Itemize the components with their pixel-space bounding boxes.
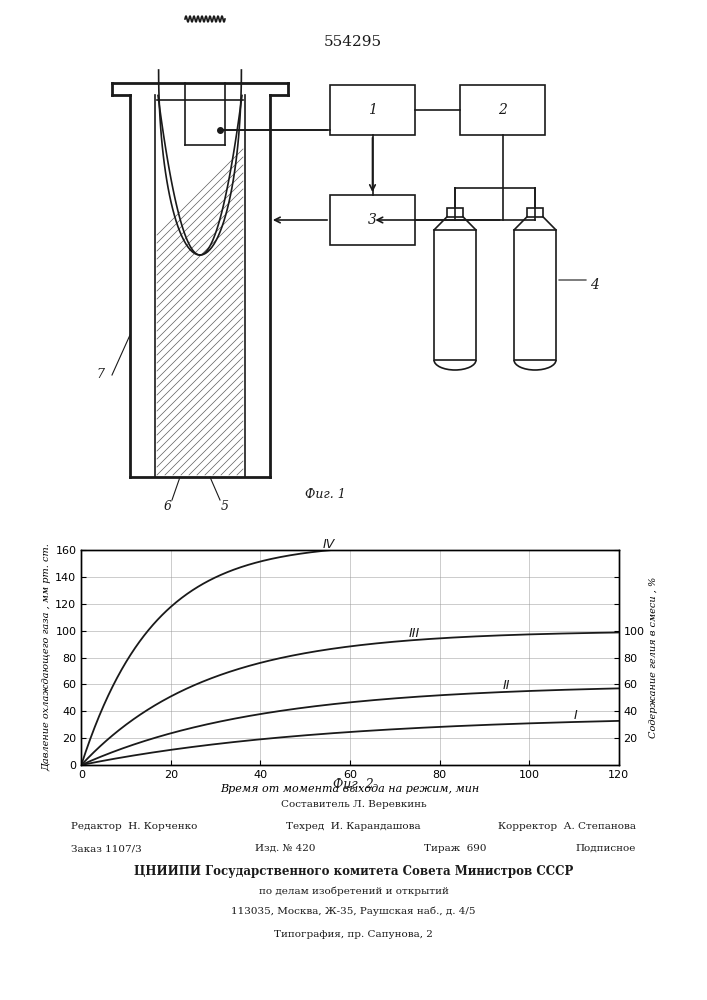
- Bar: [330, 195, 415, 245]
- Text: III: III: [408, 627, 419, 640]
- Y-axis label: Давление охлаждающего газа , мм рт. ст.: Давление охлаждающего газа , мм рт. ст.: [42, 544, 51, 771]
- Text: Техред  И. Карандашова: Техред И. Карандашова: [286, 822, 421, 831]
- Bar: [434, 230, 476, 360]
- Text: Фиг. 1: Фиг. 1: [305, 488, 346, 502]
- Text: 7: 7: [96, 368, 104, 381]
- Text: 4: 4: [590, 278, 599, 292]
- Bar: [330, 85, 415, 135]
- Text: 5: 5: [221, 500, 229, 514]
- Bar: [527, 208, 543, 217]
- Text: Корректор  А. Степанова: Корректор А. Степанова: [498, 822, 636, 831]
- Text: I: I: [574, 709, 578, 722]
- Bar: [460, 85, 545, 135]
- Text: Фиг. 2: Фиг. 2: [333, 778, 374, 791]
- Text: Типография, пр. Сапунова, 2: Типография, пр. Сапунова, 2: [274, 930, 433, 939]
- Text: 1: 1: [368, 103, 377, 117]
- Text: IV: IV: [323, 538, 335, 551]
- Text: 554295: 554295: [324, 35, 382, 49]
- Bar: [514, 230, 556, 360]
- Text: Редактор  Н. Корченко: Редактор Н. Корченко: [71, 822, 197, 831]
- Text: 6: 6: [164, 500, 172, 514]
- Text: II: II: [502, 679, 510, 692]
- Text: Изд. № 420: Изд. № 420: [255, 844, 315, 853]
- X-axis label: Время от момента выхода на режим, мин: Время от момента выхода на режим, мин: [221, 784, 479, 794]
- Text: Тираж  690: Тираж 690: [424, 844, 486, 853]
- Text: Подписное: Подписное: [576, 844, 636, 853]
- Y-axis label: Содержание гелия в смеси , %: Содержание гелия в смеси , %: [648, 577, 658, 738]
- Text: ЦНИИПИ Государственного комитета Совета Министров СССР: ЦНИИПИ Государственного комитета Совета …: [134, 865, 573, 878]
- Text: 113035, Москва, Ж-35, Раушская наб., д. 4/5: 113035, Москва, Ж-35, Раушская наб., д. …: [231, 906, 476, 916]
- Text: Составитель Л. Веревкинь: Составитель Л. Веревкинь: [281, 800, 426, 809]
- Text: 3: 3: [368, 213, 377, 227]
- Text: Заказ 1107/3: Заказ 1107/3: [71, 844, 141, 853]
- Text: 2: 2: [498, 103, 507, 117]
- Bar: [447, 208, 463, 217]
- Text: по делам изобретений и открытий: по делам изобретений и открытий: [259, 887, 448, 896]
